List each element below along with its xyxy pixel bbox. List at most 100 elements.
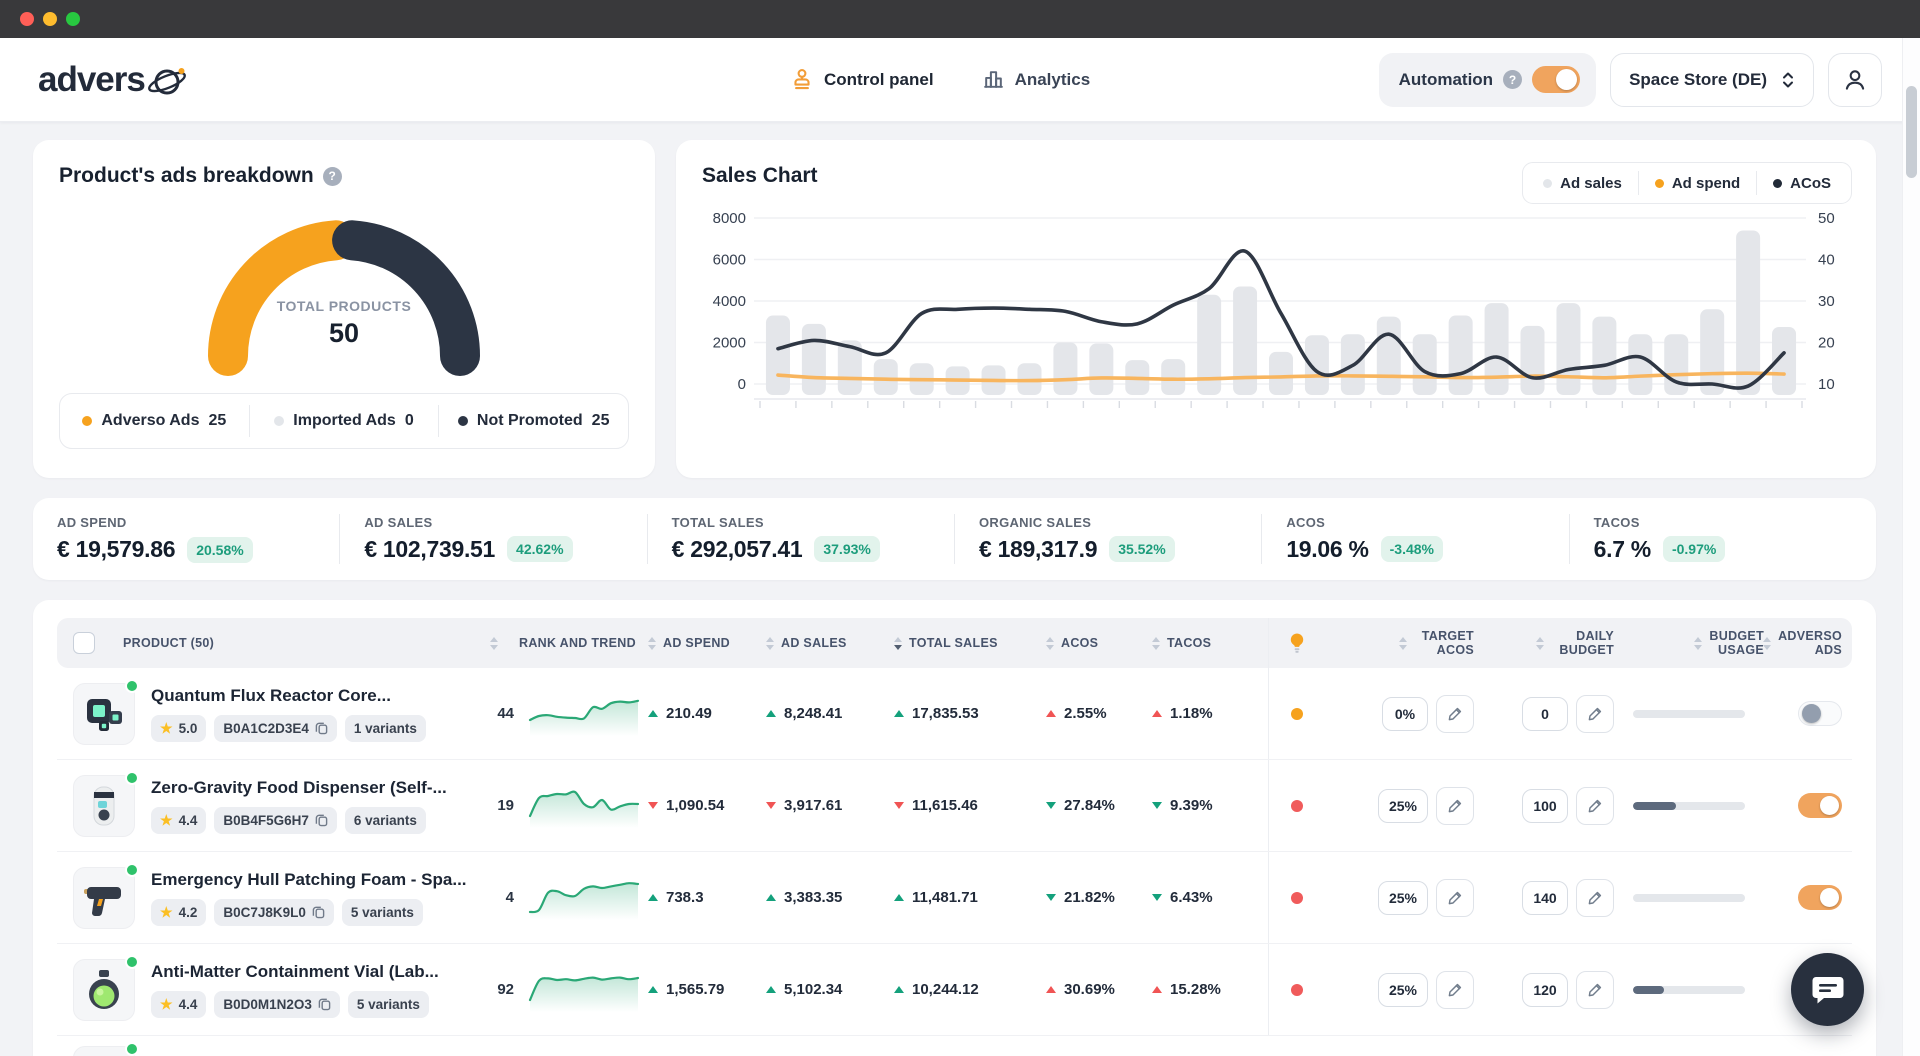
- column-header-tacos[interactable]: TACOS: [1152, 636, 1268, 650]
- stat-change-badge: 35.52%: [1109, 536, 1175, 563]
- target-acos-value[interactable]: 25%: [1377, 972, 1428, 1007]
- user-account-button[interactable]: [1828, 52, 1882, 107]
- variants-badge[interactable]: 6 variants: [344, 806, 426, 834]
- sort-icon[interactable]: [1536, 636, 1545, 650]
- help-icon[interactable]: ?: [1503, 70, 1523, 89]
- daily-budget-value[interactable]: 0: [1522, 696, 1568, 731]
- table-row[interactable]: Quantum Flux Reactor Core... ★ 5.0 B0A1C2D3…: [57, 668, 1852, 760]
- select-all-checkbox[interactable]: [73, 632, 95, 654]
- automation-toggle[interactable]: [1532, 66, 1581, 93]
- trend-down-icon: [894, 802, 904, 809]
- sort-icon[interactable]: [1763, 636, 1772, 650]
- target-acos-value[interactable]: 0%: [1382, 696, 1428, 731]
- asin-badge[interactable]: B0A1C2D3E4: [214, 714, 337, 742]
- column-header-total-sales[interactable]: TOTAL SALES: [894, 636, 1046, 650]
- kpi-stat: ACOS 19.06 % -3.48%: [1261, 513, 1568, 565]
- chat-widget-button[interactable]: [1791, 953, 1864, 1026]
- scrollbar-thumb[interactable]: [1906, 86, 1917, 178]
- product-title[interactable]: Zero-Gravity Food Dispenser (Self-...: [151, 777, 447, 797]
- variants-badge[interactable]: 5 variants: [341, 898, 423, 926]
- daily-budget-value[interactable]: 140: [1522, 880, 1568, 915]
- stat-change-badge: -0.97%: [1662, 536, 1726, 563]
- tab-analytics[interactable]: Analytics: [982, 68, 1090, 91]
- edit-daily-budget-button[interactable]: [1576, 878, 1614, 917]
- variants-badge[interactable]: 1 variants: [344, 714, 426, 742]
- cell-daily-budget: 140: [1474, 878, 1614, 917]
- table-row[interactable]: Zero-Gravity Food Dispenser (Self-... ★ 4.…: [57, 760, 1852, 852]
- column-header-product[interactable]: PRODUCT (50): [73, 632, 490, 654]
- asin-badge[interactable]: B0D0M1N2O3: [214, 990, 340, 1018]
- sales-legend-item[interactable]: Ad spend: [1637, 171, 1756, 195]
- copy-icon[interactable]: [315, 813, 328, 827]
- asin-badge[interactable]: B0C7J8K9L0: [214, 898, 334, 926]
- metric-value: 1,565.79: [666, 981, 725, 998]
- copy-icon[interactable]: [312, 905, 325, 919]
- edit-target-acos-button[interactable]: [1436, 694, 1474, 733]
- edit-daily-budget-button[interactable]: [1576, 970, 1614, 1009]
- target-acos-value[interactable]: 25%: [1377, 788, 1428, 823]
- edit-target-acos-button[interactable]: [1436, 878, 1474, 917]
- edit-target-acos-button[interactable]: [1436, 786, 1474, 825]
- copy-icon[interactable]: [315, 721, 328, 735]
- sales-legend-item[interactable]: Ad sales: [1527, 171, 1638, 195]
- target-acos-value[interactable]: 25%: [1377, 880, 1428, 915]
- cell-product: Zero-Gravity Food Dispenser (Self-... ★ 4.…: [73, 770, 490, 837]
- adverso-ads-toggle[interactable]: [1798, 885, 1842, 910]
- metric-value: 9.39%: [1170, 797, 1213, 814]
- sort-icon[interactable]: [1694, 636, 1703, 650]
- trend-down-icon: [766, 802, 776, 809]
- sort-icon[interactable]: [1398, 636, 1407, 650]
- table-row[interactable]: Emergency Hull Patching Foam - Spa... ★ 4.…: [57, 852, 1852, 944]
- tab-control-panel[interactable]: Control panel: [790, 68, 934, 92]
- column-header-daily-budget[interactable]: DAILY BUDGET: [1474, 629, 1614, 657]
- toggle-knob: [1556, 69, 1578, 90]
- column-header-ad-sales[interactable]: AD SALES: [766, 636, 894, 650]
- cell-acos: 21.82%: [1046, 889, 1152, 906]
- sort-icon[interactable]: [490, 636, 498, 650]
- daily-budget-value[interactable]: 100: [1522, 788, 1568, 823]
- adverso-ads-toggle[interactable]: [1798, 793, 1842, 818]
- product-title[interactable]: Emergency Hull Patching Foam - Spa...: [151, 869, 467, 889]
- table-body: Quantum Flux Reactor Core... ★ 5.0 B0A1C2D3…: [57, 668, 1852, 1056]
- sort-icon[interactable]: [894, 636, 902, 650]
- close-button[interactable]: [20, 12, 34, 26]
- column-header-suggestions[interactable]: [1268, 618, 1324, 668]
- copy-icon[interactable]: [318, 997, 331, 1011]
- sort-icon[interactable]: [766, 636, 774, 650]
- help-icon[interactable]: ?: [322, 166, 342, 186]
- svg-text:10: 10: [1818, 376, 1835, 393]
- cell-rank-trend: 4: [490, 874, 648, 922]
- product-image: [73, 678, 139, 745]
- minimize-button[interactable]: [43, 12, 57, 26]
- sales-legend-item[interactable]: ACoS: [1756, 171, 1847, 195]
- column-header-rank[interactable]: RANK AND TREND: [490, 636, 648, 650]
- sort-icon[interactable]: [1152, 636, 1160, 650]
- edit-daily-budget-button[interactable]: [1576, 786, 1614, 825]
- store-selector[interactable]: Space Store (DE): [1610, 52, 1814, 107]
- column-header-ad-spend[interactable]: AD SPEND: [648, 636, 766, 650]
- sort-icon[interactable]: [648, 636, 656, 650]
- legend-label: Imported Ads: [293, 411, 396, 429]
- edit-target-acos-button[interactable]: [1436, 970, 1474, 1009]
- asin-badge[interactable]: B0B4F5G6H7: [214, 806, 337, 834]
- daily-budget-value[interactable]: 120: [1522, 972, 1568, 1007]
- column-header-target-acos[interactable]: TARGET ACOS: [1324, 629, 1474, 657]
- cell-suggestion-status: [1268, 760, 1324, 851]
- product-title[interactable]: Anti-Matter Containment Vial (Lab...: [151, 961, 439, 981]
- page-scrollbar[interactable]: [1902, 38, 1920, 1056]
- product-title[interactable]: Quantum Flux Reactor Core...: [151, 685, 391, 705]
- variants-badge[interactable]: 5 variants: [347, 990, 429, 1018]
- cell-target-acos: 0%: [1324, 694, 1474, 733]
- table-row-partial[interactable]: Universal Starship Door Seal Lubricant..…: [57, 1036, 1852, 1056]
- edit-daily-budget-button[interactable]: [1576, 694, 1614, 733]
- sort-icon[interactable]: [1046, 636, 1054, 650]
- maximize-button[interactable]: [66, 12, 80, 26]
- table-row[interactable]: Anti-Matter Containment Vial (Lab... ★ 4.4…: [57, 944, 1852, 1036]
- legend-label: ACoS: [1790, 174, 1831, 192]
- column-header-adverso-ads[interactable]: ADVERSO ADS: [1763, 629, 1848, 657]
- nav-label: Control panel: [824, 69, 934, 89]
- adverso-logo[interactable]: advers: [38, 60, 190, 100]
- column-header-acos[interactable]: ACOS: [1046, 636, 1152, 650]
- column-header-budget-usage[interactable]: BUDGET USAGE: [1614, 629, 1764, 657]
- adverso-ads-toggle[interactable]: [1798, 701, 1842, 726]
